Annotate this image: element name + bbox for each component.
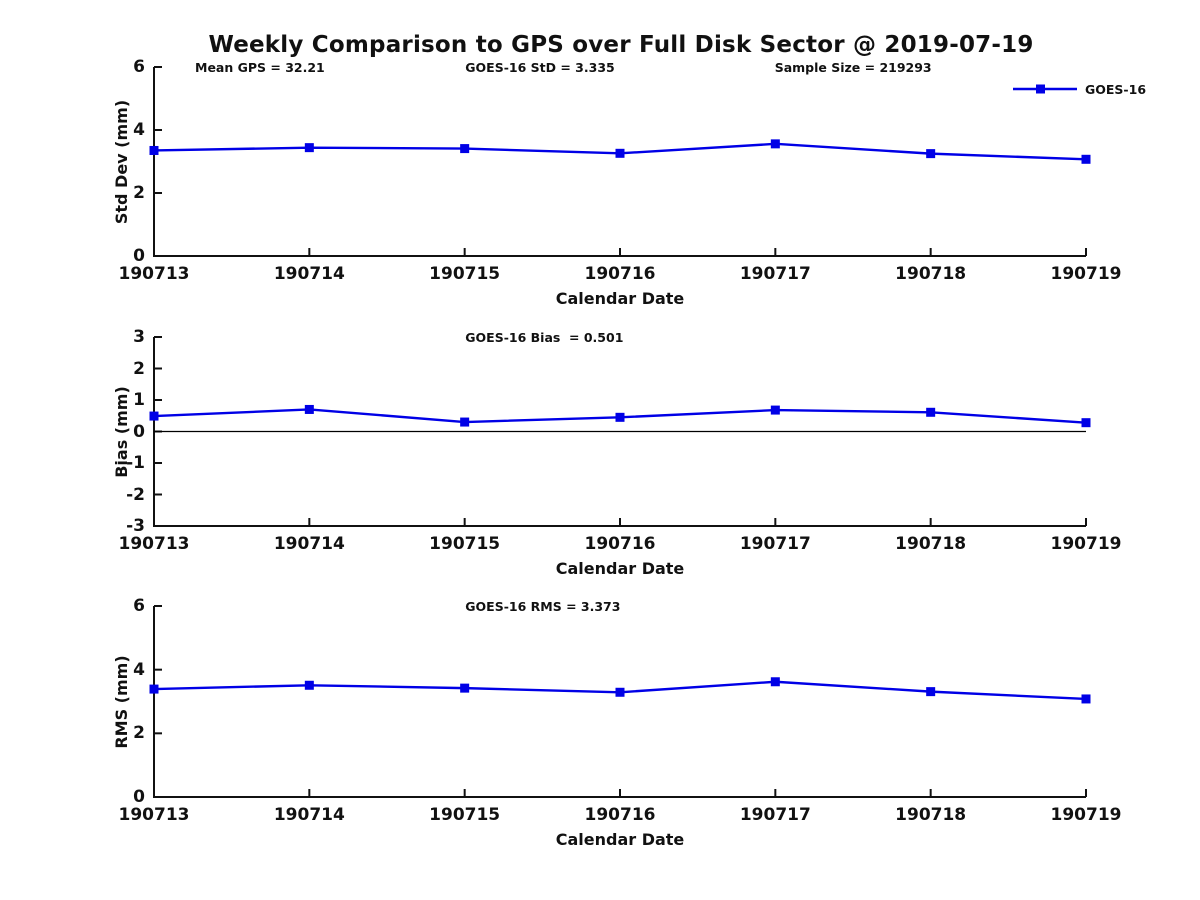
y-tick-label: 0	[133, 421, 145, 442]
x-tick-label: 190717	[739, 805, 811, 825]
data-point-marker	[149, 684, 159, 694]
x-axis-label: Calendar Date	[555, 559, 685, 578]
y-tick-label: 0	[133, 246, 145, 266]
annotation: GOES-16 StD = 3.335	[465, 59, 615, 75]
x-tick-label: 190714	[273, 534, 345, 554]
x-tick-label: 190718	[895, 264, 967, 284]
data-point-marker	[926, 407, 936, 417]
data-point-marker	[149, 145, 159, 155]
data-point-marker	[304, 404, 314, 414]
x-tick-label: 190716	[584, 534, 656, 554]
x-axis-label: Calendar Date	[555, 289, 685, 308]
data-point-marker	[770, 677, 780, 687]
y-axis-label: RMS (mm)	[112, 654, 131, 749]
legend-label: GOES-16	[1085, 81, 1147, 97]
annotation: GOES-16 RMS = 3.373	[465, 598, 621, 614]
axis-spines	[153, 606, 1086, 798]
x-tick-label: 190719	[1050, 264, 1122, 284]
legend: GOES-16	[1013, 77, 1146, 101]
y-tick-label: 2	[133, 358, 145, 379]
x-tick-label: 190719	[1050, 805, 1122, 825]
data-point-marker	[615, 412, 625, 422]
x-tick-label: 190715	[429, 534, 501, 554]
data-point-marker	[460, 144, 470, 154]
x-tick-label: 190715	[429, 805, 501, 825]
x-tick-label: 190718	[895, 534, 967, 554]
chart-title: Weekly Comparison to GPS over Full Disk …	[208, 32, 1034, 58]
x-tick-label: 190714	[273, 805, 345, 825]
y-tick-label: -2	[126, 484, 145, 505]
data-point-marker	[926, 149, 936, 159]
x-tick-label: 190714	[273, 264, 345, 284]
y-tick-label: 1	[133, 390, 145, 410]
data-point-marker	[149, 411, 159, 421]
data-point-marker	[615, 148, 625, 158]
data-point-marker	[1081, 154, 1091, 164]
legend-line-marker-icon	[1013, 84, 1077, 94]
y-tick-label: 2	[133, 723, 145, 744]
x-tick-label: 190718	[895, 805, 967, 825]
x-tick-label: 190717	[739, 534, 811, 554]
data-point-marker	[770, 139, 780, 149]
data-point-marker	[460, 683, 470, 693]
y-tick-label: 6	[133, 57, 145, 77]
y-tick-label: 2	[133, 183, 145, 203]
y-axis-label: Std Dev (mm)	[112, 99, 131, 224]
annotation: Mean GPS = 32.21	[195, 59, 325, 75]
y-tick-label: 4	[133, 659, 145, 680]
data-point-marker	[1081, 418, 1091, 428]
y-axis-label: Bias (mm)	[112, 385, 131, 478]
x-axis-label: Calendar Date	[555, 830, 685, 849]
annotation: GOES-16 Bias = 0.501	[465, 329, 624, 345]
y-tick-label: 4	[133, 120, 145, 140]
y-tick-label: -3	[126, 516, 145, 536]
axis-spines	[153, 67, 1086, 257]
data-point-marker	[304, 680, 314, 690]
data-point-marker	[1081, 694, 1091, 704]
data-point-marker	[304, 143, 314, 153]
x-tick-label: 190713	[118, 805, 190, 825]
data-point-marker	[926, 687, 936, 697]
y-tick-label: 3	[133, 327, 145, 347]
data-point-marker	[460, 417, 470, 427]
y-tick-label: -1	[126, 453, 145, 473]
y-tick-label: 6	[133, 596, 145, 616]
x-tick-label: 190713	[118, 534, 190, 554]
x-tick-label: 190716	[584, 264, 656, 284]
y-tick-label: 0	[133, 787, 145, 807]
data-point-marker	[615, 687, 625, 697]
x-tick-label: 190717	[739, 264, 811, 284]
data-point-marker	[770, 405, 780, 415]
annotation: Sample Size = 219293	[774, 59, 932, 75]
x-tick-label: 190716	[584, 805, 656, 825]
x-tick-label: 190715	[429, 264, 501, 284]
x-tick-label: 190719	[1050, 534, 1122, 554]
x-tick-label: 190713	[118, 264, 190, 284]
